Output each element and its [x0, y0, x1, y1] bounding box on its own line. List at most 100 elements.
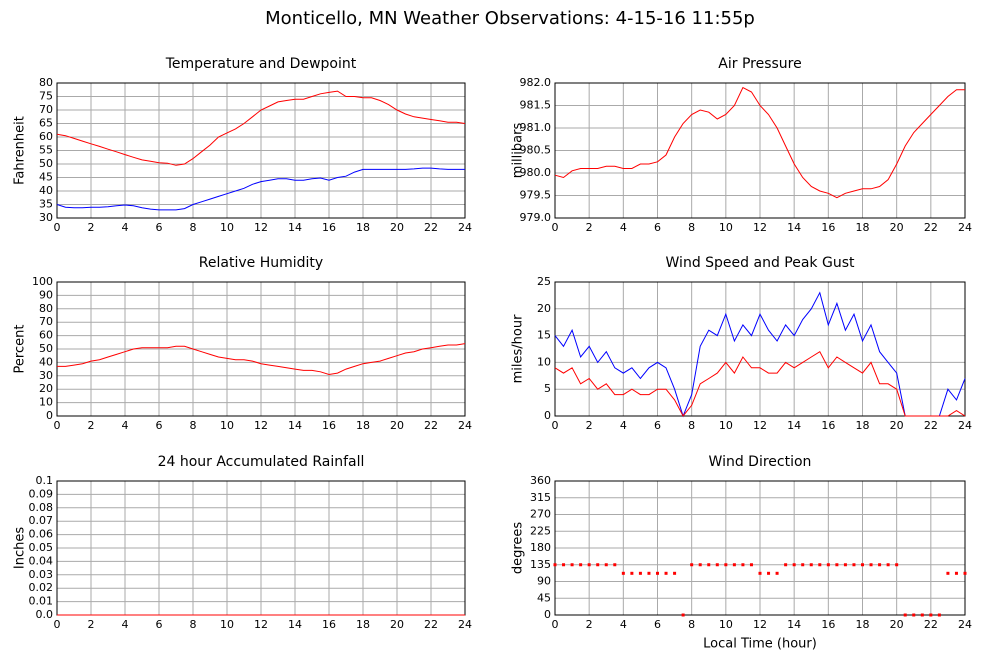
x-tick-label: 22: [424, 618, 438, 631]
x-tick-label: 10: [220, 221, 234, 234]
data-point: [852, 563, 856, 567]
data-point: [946, 571, 950, 575]
data-line: [554, 350, 966, 417]
data-point: [878, 563, 882, 567]
x-tick-label: 10: [220, 419, 234, 432]
y-tick-label: 40: [39, 355, 53, 368]
data-point: [630, 571, 634, 575]
y-tick-label: 982.0: [520, 76, 552, 89]
y-tick-label: 0: [544, 409, 551, 422]
x-tick-label: 24: [458, 618, 472, 631]
data-line: [554, 291, 966, 418]
x-tick-label: 8: [688, 618, 695, 631]
x-tick-label: 18: [856, 419, 870, 432]
x-tick-label: 12: [254, 221, 268, 234]
x-tick-label: 8: [190, 221, 197, 234]
x-tick-label: 0: [54, 618, 61, 631]
x-tick-label: 12: [254, 618, 268, 631]
data-point: [749, 563, 753, 567]
x-tick-label: 14: [787, 221, 801, 234]
x-tick-label: 24: [458, 419, 472, 432]
data-point: [835, 563, 839, 567]
x-tick-label: 18: [356, 419, 370, 432]
data-point: [570, 563, 574, 567]
x-tick-label: 2: [586, 221, 593, 234]
data-point: [638, 571, 642, 575]
x-tick-label: 16: [322, 221, 336, 234]
y-tick-label: 75: [39, 90, 53, 103]
y-axis-label: miles/hour: [511, 314, 526, 383]
y-tick-label: 80: [39, 302, 53, 315]
x-tick-label: 2: [88, 618, 95, 631]
x-tick-label: 14: [288, 419, 302, 432]
y-tick-label: 60: [39, 329, 53, 342]
x-tick-label: 22: [924, 419, 938, 432]
data-point: [656, 571, 659, 575]
data-line: [554, 86, 965, 199]
data-point: [895, 563, 899, 567]
y-tick-label: 10: [39, 396, 53, 409]
x-tick-label: 18: [856, 618, 870, 631]
y-tick-label: 0.07: [29, 514, 54, 527]
data-point: [732, 563, 736, 567]
x-tick-label: 22: [424, 419, 438, 432]
x-tick-label: 20: [890, 618, 904, 631]
x-tick-label: 20: [890, 419, 904, 432]
x-tick-label: 8: [688, 419, 695, 432]
data-point: [741, 563, 745, 567]
y-tick-label: 45: [537, 591, 551, 604]
x-tick-label: 6: [654, 618, 661, 631]
x-tick-label: 24: [958, 221, 972, 234]
y-tick-label: 0.04: [29, 554, 54, 567]
data-point: [621, 571, 625, 575]
x-tick-label: 4: [122, 618, 129, 631]
data-point: [912, 613, 916, 617]
x-tick-label: 10: [719, 419, 733, 432]
y-tick-label: 315: [530, 491, 551, 504]
y-tick-label: 979.0: [520, 211, 552, 224]
data-point: [604, 563, 608, 567]
x-tick-label: 20: [890, 221, 904, 234]
x-tick-label: 18: [356, 221, 370, 234]
chart-title: Wind Speed and Peak Gust: [666, 255, 855, 271]
y-tick-label: 0.05: [29, 541, 54, 554]
x-tick-label: 6: [654, 419, 661, 432]
y-tick-label: 100: [32, 275, 53, 288]
y-tick-label: 360: [530, 474, 551, 487]
x-tick-label: 6: [156, 221, 163, 234]
y-tick-label: 0.02: [29, 581, 54, 594]
y-tick-label: 980.5: [520, 144, 552, 157]
y-tick-label: 0.06: [29, 528, 54, 541]
y-tick-label: 90: [39, 288, 53, 301]
data-point: [664, 571, 668, 575]
data-point: [613, 563, 617, 567]
x-tick-label: 8: [190, 419, 197, 432]
y-tick-label: 50: [39, 157, 53, 170]
y-axis-label: degrees: [511, 522, 526, 575]
y-tick-label: 981.0: [520, 121, 552, 134]
x-tick-label: 12: [753, 221, 767, 234]
x-tick-label: 2: [88, 419, 95, 432]
data-point: [861, 563, 864, 567]
y-tick-label: 0.0: [36, 608, 54, 621]
y-tick-label: 0.1: [36, 474, 54, 487]
data-point: [596, 563, 600, 567]
data-point: [784, 563, 788, 567]
plot-frame: [554, 480, 966, 616]
y-tick-label: 0.01: [29, 595, 54, 608]
data-point: [758, 571, 762, 575]
x-tick-label: 22: [924, 618, 938, 631]
x-tick-label: 2: [586, 419, 593, 432]
y-tick-label: 80: [39, 76, 53, 89]
x-tick-label: 10: [719, 618, 733, 631]
data-point: [886, 563, 890, 567]
data-point: [587, 563, 591, 567]
data-point: [562, 563, 566, 567]
x-tick-label: 4: [122, 221, 129, 234]
y-axis-label: Fahrenheit: [13, 116, 28, 185]
data-point: [690, 563, 694, 567]
data-point: [707, 563, 711, 567]
y-tick-label: 70: [39, 103, 53, 116]
data-point: [920, 613, 924, 617]
y-tick-label: 0: [46, 409, 53, 422]
